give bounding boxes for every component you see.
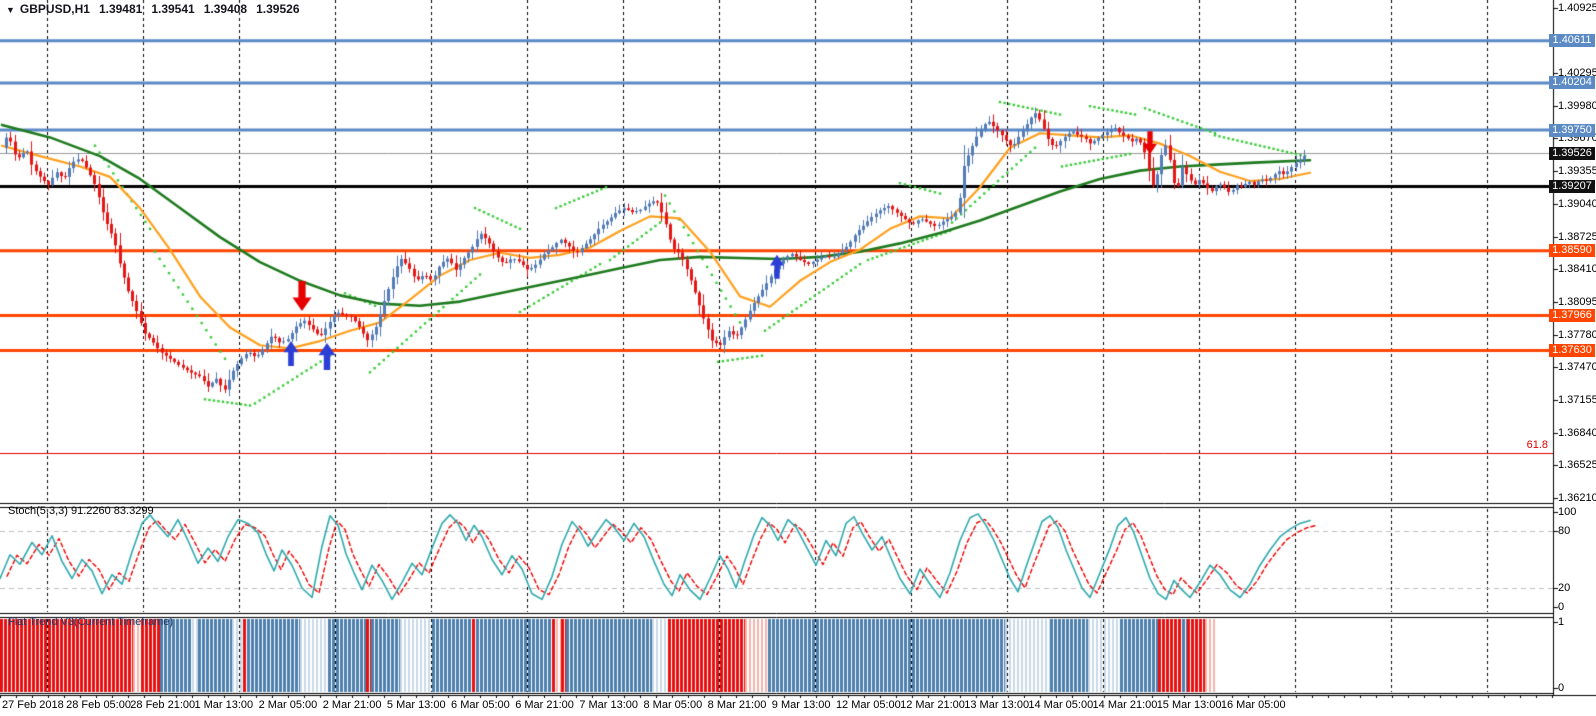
time-axis-label: 15 Mar 13:00 (1156, 699, 1222, 711)
price-level-badge: 1.37630 (1549, 343, 1595, 357)
stoch-scale-label: 0 (1558, 601, 1565, 613)
symbol-timeframe-label: GBPUSD,H1 (19, 2, 90, 16)
price-level-badge: 1.40204 (1549, 76, 1595, 90)
time-axis-label: 8 Mar 21:00 (707, 699, 767, 711)
price-level-badge: 1.39207 (1549, 180, 1595, 194)
trend-indicator-label: Flat Trend V3(Current Timeframe) (8, 616, 174, 628)
time-axis-label: 2 Mar 21:00 (322, 699, 382, 711)
time-axis-label: 2 Mar 05:00 (258, 699, 318, 711)
price-tick-label: 1.38725 (1558, 230, 1596, 243)
time-axis-label: 12 Mar 21:00 (900, 699, 965, 711)
price-tick-label: 1.37780 (1558, 328, 1596, 341)
fib-level-label: 61.8 (1526, 439, 1548, 451)
price-level-badge: 1.40611 (1549, 34, 1595, 48)
time-axis-label: 12 Mar 05:00 (835, 699, 901, 711)
price-level-badge: 1.39750 (1549, 123, 1595, 137)
ohlc-low-value: 1.39408 (203, 2, 248, 16)
time-axis-label: 9 Mar 13:00 (771, 699, 831, 711)
price-tick-label: 1.39040 (1558, 197, 1596, 210)
trend-scale-label: 1 (1558, 616, 1565, 628)
ohlc-close-value: 1.39526 (256, 2, 300, 16)
time-axis-label: 28 Feb 21:00 (130, 699, 196, 711)
time-axis-label: 16 Mar 05:00 (1220, 699, 1286, 711)
time-axis-label: 13 Mar 13:00 (964, 699, 1030, 711)
time-axis-label: 5 Mar 13:00 (386, 699, 446, 711)
stoch-scale-label: 20 (1558, 582, 1571, 594)
time-axis-label: 28 Feb 05:00 (66, 699, 131, 711)
time-axis-label: 27 Feb 2018 (2, 699, 64, 711)
stoch-indicator-label: Stoch(5,3,3) 91.2260 83.3299 (8, 505, 154, 517)
time-axis-label: 14 Mar 05:00 (1028, 699, 1094, 711)
ohlc-high-value: 1.39541 (151, 2, 195, 16)
price-tick-label: 1.38410 (1558, 263, 1596, 276)
price-tick-label: 1.39980 (1558, 100, 1596, 113)
price-tick-label: 1.37470 (1558, 361, 1596, 374)
price-tick-label: 1.40925 (1558, 2, 1596, 14)
time-axis-label: 1 Mar 13:00 (194, 699, 254, 711)
trend-scale-label: 0 (1558, 682, 1565, 694)
time-axis-label: 6 Mar 21:00 (515, 699, 574, 711)
price-tick-label: 1.39355 (1558, 165, 1596, 178)
stoch-scale-label: 80 (1558, 525, 1571, 537)
price-tick-label: 1.36840 (1558, 426, 1596, 439)
price-level-badge: 1.37966 (1549, 309, 1595, 323)
chart-header: ▼ GBPUSD,H1 1.39481 1.39541 1.39408 1.39526 (6, 2, 300, 16)
price-tick-label: 1.36210 (1558, 492, 1596, 504)
ohlc-open-value: 1.39481 (98, 2, 143, 16)
price-level-badge: 1.38590 (1549, 244, 1595, 258)
time-axis-label: 14 Mar 21:00 (1092, 699, 1158, 711)
stoch-scale-label: 100 (1558, 506, 1577, 518)
price-tick-label: 1.36525 (1558, 459, 1596, 472)
price-tick-label: 1.38095 (1558, 296, 1596, 309)
time-axis-label: 7 Mar 13:00 (579, 699, 639, 711)
symbol-marker-icon: ▼ (6, 5, 15, 15)
price-tick-label: 1.37155 (1558, 393, 1596, 406)
time-axis-label: 8 Mar 05:00 (643, 699, 703, 711)
price-level-badge: 1.39526 (1549, 146, 1595, 160)
time-axis-label: 6 Mar 05:00 (451, 699, 510, 711)
